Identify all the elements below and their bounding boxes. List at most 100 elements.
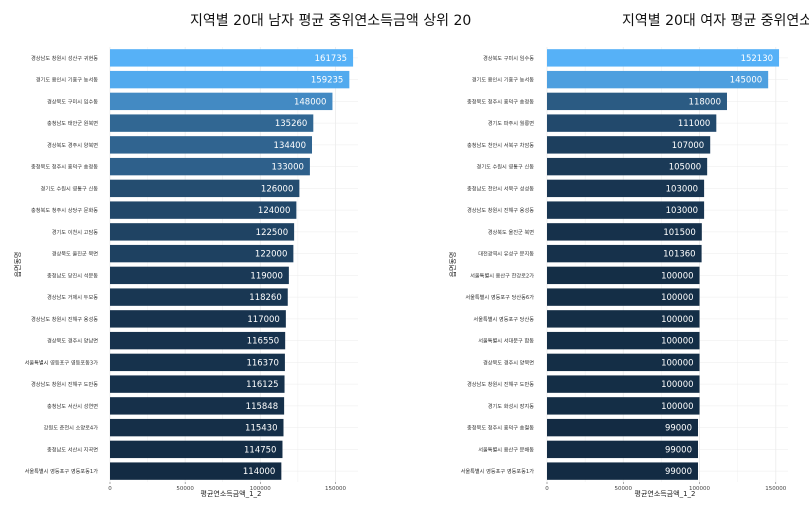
data-label: 101500 [663,228,695,238]
category-label: 대전광역시 유성구 문지동 [478,250,534,258]
category-label: 경상남도 창원시 진해구 도만동 [467,380,534,388]
data-label: 103000 [666,206,698,216]
grid [109,47,358,482]
bar [547,288,700,306]
data-label: 134400 [274,141,306,151]
data-label: 122000 [255,250,287,260]
bar [110,157,310,176]
chart-panel-1: 지역별 20대 남자 평균 중위연소득금액 상위 20 161735 경상남도 창원… [13,13,471,498]
grid [546,47,788,482]
category-label: 서울특별시 영등포구 영등포동1가 [25,467,99,475]
x-tick-label: 150000 [765,486,786,492]
bar [110,92,333,111]
data-label: 100000 [661,358,693,368]
bar [547,157,708,176]
bar [110,223,295,241]
data-label: 107000 [672,141,704,151]
data-label: 117000 [247,315,279,325]
bar [110,331,286,350]
data-label: 116550 [247,337,279,347]
category-label: 경상남도 창원시 진해구 용성동 [467,206,534,214]
data-label: 115430 [245,424,277,434]
category-label: 충청남도 당진시 석문동 [47,271,98,279]
bar [110,310,286,328]
data-label: 115848 [246,402,278,412]
category-label: 경기도 파주시 월롱면 [488,119,534,127]
data-label: 118260 [249,293,281,303]
data-label: 159235 [311,76,343,86]
data-label: 133000 [271,163,303,173]
data-label: 114000 [243,467,275,477]
bar [547,92,727,111]
category-label: 경상북도 울진군 북면 [488,228,534,236]
data-label: 126000 [261,184,293,194]
bar [110,201,297,219]
bar [547,266,700,285]
bar [547,353,700,372]
data-label: 103000 [666,184,698,194]
category-label: 경상북도 구미시 임수동 [47,97,98,105]
bar [547,397,700,415]
data-label: 135260 [275,119,307,129]
bar [547,114,717,132]
data-label: 100000 [661,380,693,390]
data-label: 100000 [661,271,693,281]
data-label: 118000 [689,97,721,107]
bar [547,310,700,328]
category-label: 경기도 용인시 기흥구 농서동 [36,76,98,84]
category-label: 경상남도 창원시 진해구 도만동 [31,380,98,388]
x-tick-label: 100000 [250,486,271,492]
category-label: 경기도 용인시 기흥구 농서동 [472,76,534,84]
category-label: 충청남도 서산시 성연면 [47,402,98,410]
bar [547,136,711,154]
category-label: 경기도 수원시 영통구 신동 [477,163,535,171]
bar [110,266,289,285]
bar [110,397,285,415]
category-label: 경상남도 창원시 성산구 귀현동 [31,54,98,62]
category-label: 충청남도 서산시 지곡면 [47,445,98,453]
category-label: 경상북도 경주시 양북면 [483,358,534,366]
category-label: 경상북도 경주시 양남면 [47,337,98,345]
category-label: 경기도 수원시 영통구 신동 [41,184,99,192]
bar [547,201,705,219]
data-label: 114750 [244,445,276,455]
bar [547,440,699,459]
bar [547,375,700,393]
category-label: 경상남도 거제시 두모동 [47,293,98,301]
data-label: 100000 [661,315,693,325]
bar [547,70,769,89]
y-axis-label: 읍면동명 [448,252,457,278]
bar [110,440,283,459]
chart-title: 지역별 20대 여자 평균 중위연소득금액 상위 20 [622,13,809,29]
category-label: 서울특별시 영등포구 영등포동1가 [461,467,535,475]
bar [547,223,702,241]
category-label: 충청북도 청주시 흥덕구 송정동 [467,97,534,105]
category-label: 충청북도 청주시 흥덕구 송절동 [467,424,534,432]
bar [110,353,285,372]
chart-panel-2: 지역별 20대 여자 평균 중위연소득금액 상위 20 152130 경상북도 구미… [448,13,809,498]
bar [547,179,705,198]
data-label: 124000 [258,206,290,216]
data-label: 100000 [661,337,693,347]
x-tick-label: 0 [545,486,549,492]
x-tick-label: 150000 [325,486,346,492]
category-label: 경상북도 울진군 북면 [52,250,98,258]
category-label: 경기도 이천시 고담동 [52,228,98,236]
bar [110,136,313,154]
bar [547,331,700,350]
bar [547,418,699,437]
data-label: 100000 [661,293,693,303]
data-label: 101360 [663,250,695,260]
bar [547,49,780,67]
category-label: 강원도 춘천시 소양로4가 [44,424,99,432]
category-label: 충청남도 천안시 서북구 차암동 [467,141,534,149]
bar [110,244,294,263]
category-label: 서울특별시 서대문구 합동 [478,337,534,345]
category-label: 경상북도 경주시 양북면 [47,141,98,149]
data-label: 99000 [665,445,692,455]
bar [110,49,354,67]
category-label: 서울특별시 용산구 문배동 [478,445,534,453]
data-label: 119000 [250,271,282,281]
